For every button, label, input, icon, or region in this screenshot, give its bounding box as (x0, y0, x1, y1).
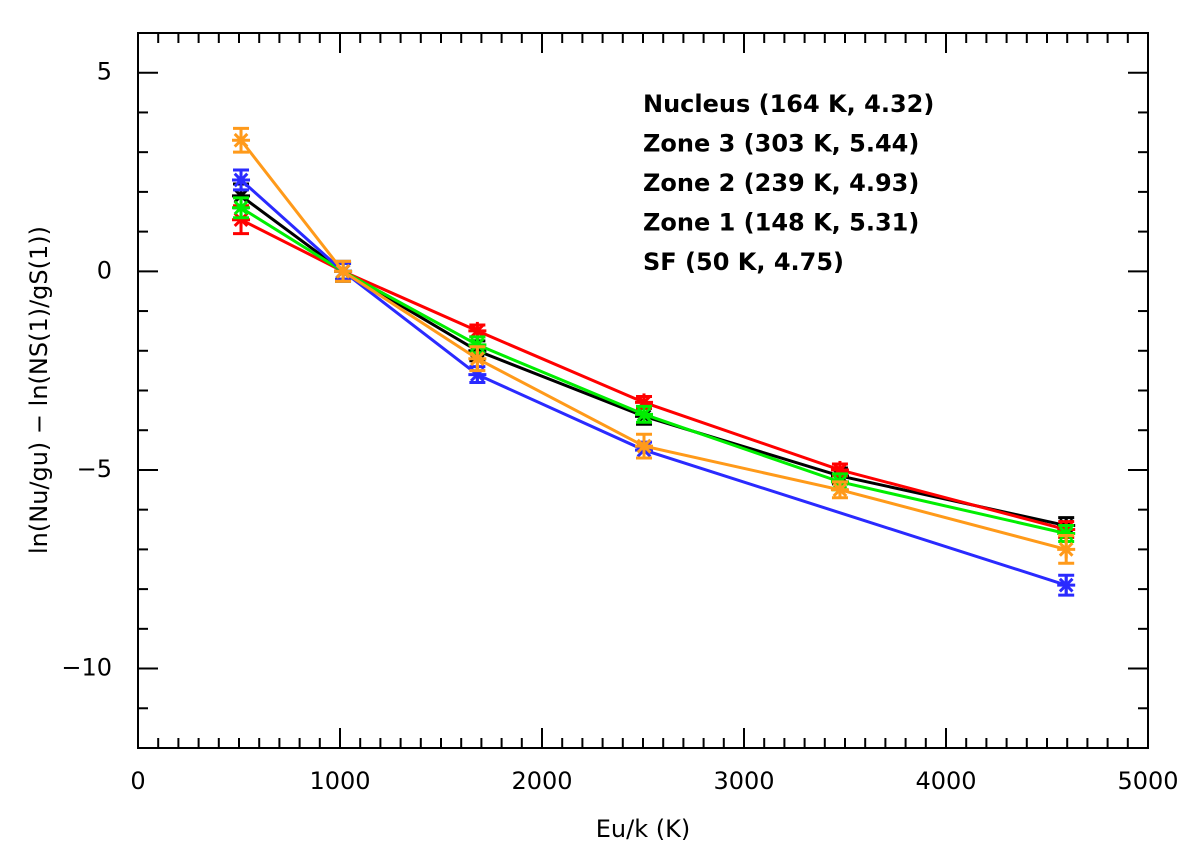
asterisk-stroke (233, 172, 249, 188)
asterisk-stroke (832, 482, 848, 498)
asterisk-stroke (636, 438, 652, 454)
y-tick-label: −5 (77, 455, 112, 483)
asterisk-marker (635, 405, 654, 424)
legend-entry: Nucleus (164 K, 4.32) (643, 90, 934, 118)
series-line (240, 206, 1067, 535)
asterisk-marker (468, 349, 487, 368)
asterisk-stroke (469, 351, 485, 367)
x-tick-label: 3000 (713, 767, 774, 795)
legend-entry: Zone 2 (239 K, 4.93) (643, 169, 919, 197)
asterisk-stroke (233, 188, 249, 204)
asterisk-stroke (233, 200, 249, 216)
asterisk-stroke (1058, 526, 1074, 541)
asterisk-stroke (335, 263, 351, 279)
series-line (240, 218, 1067, 531)
asterisk-marker (830, 480, 849, 499)
series-line (239, 139, 1067, 551)
asterisk-stroke (233, 212, 249, 228)
x-tick-label: 5000 (1117, 767, 1178, 795)
asterisk-marker (232, 170, 251, 189)
asterisk-stroke (469, 337, 485, 353)
asterisk-stroke (469, 323, 485, 339)
asterisk-stroke (1058, 542, 1074, 557)
asterisk-stroke (636, 406, 652, 422)
y-axis-label: ln(Nu/gu) − ln(NS(1)/gS(1)) (25, 226, 53, 554)
x-tick-label: 4000 (915, 767, 976, 795)
asterisk-marker (635, 437, 654, 456)
asterisk-stroke (233, 132, 249, 148)
asterisk-marker (1057, 540, 1076, 559)
asterisk-marker (232, 198, 251, 217)
x-tick-label: 0 (130, 767, 145, 795)
y-tick-label: 0 (97, 256, 112, 284)
asterisk-marker (232, 131, 251, 150)
legend-entry: Zone 3 (303 K, 5.44) (643, 130, 919, 158)
legend-entry: SF (50 K, 4.75) (643, 248, 844, 276)
y-tick-label: −10 (61, 654, 112, 682)
asterisk-stroke (1058, 577, 1074, 593)
legend-entry: Zone 1 (148 K, 5.31) (643, 209, 919, 237)
series-line (240, 194, 1067, 528)
y-tick-label: 5 (97, 58, 112, 86)
x-tick-label: 1000 (309, 767, 370, 795)
asterisk-marker (1057, 524, 1076, 543)
series-line (240, 178, 1067, 587)
x-axis-label: Eu/k (K) (596, 815, 690, 843)
asterisk-marker (1057, 576, 1076, 595)
x-tick-label: 2000 (511, 767, 572, 795)
asterisk-marker (334, 262, 353, 281)
